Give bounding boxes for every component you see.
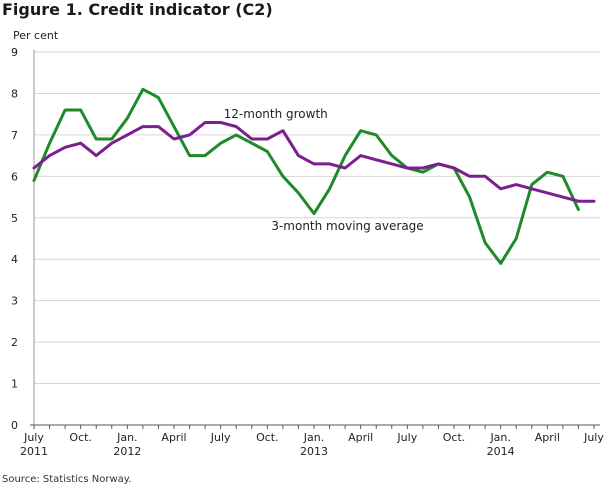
- x-tick-label: July: [396, 431, 417, 444]
- y-axis-label: Per cent: [13, 29, 59, 42]
- y-tick-label: 7: [11, 129, 18, 142]
- x-tick-label: April: [348, 431, 373, 444]
- chart-title: Figure 1. Credit indicator (C2): [2, 0, 273, 19]
- source-note: Source: Statistics Norway.: [2, 474, 132, 485]
- annotation-3-month-moving-average: 3-month moving average: [271, 219, 423, 233]
- x-tick-year-label: 2014: [487, 445, 515, 458]
- y-tick-label: 8: [11, 87, 18, 100]
- x-tick-label: Jan.: [489, 431, 510, 444]
- x-tick-label: Oct.: [443, 431, 466, 444]
- x-tick-label: July: [210, 431, 231, 444]
- y-tick-label: 6: [11, 170, 18, 183]
- y-tick-label: 1: [11, 378, 18, 391]
- y-tick-label: 0: [11, 419, 18, 432]
- x-tick-label: April: [161, 431, 186, 444]
- x-tick-label: July: [583, 431, 604, 444]
- y-tick-label: 2: [11, 336, 18, 349]
- axes: [30, 50, 600, 426]
- x-tick-label: Oct.: [256, 431, 279, 444]
- x-tick-label: Jan.: [116, 431, 137, 444]
- y-tick-label: 9: [11, 46, 18, 59]
- annotation-12-month-growth: 12-month growth: [224, 107, 328, 121]
- x-tick-label: July: [23, 431, 44, 444]
- line-12-month-growth: [32, 121, 596, 203]
- y-tick-label: 4: [11, 253, 18, 266]
- series-lines: [32, 87, 596, 265]
- y-tick-labels: 0 1 2 3 4 5 6 7 8 9: [11, 46, 18, 432]
- line-3-month-moving-average: [32, 87, 580, 265]
- y-tick-label: 5: [11, 212, 18, 225]
- x-tick-label: April: [535, 431, 560, 444]
- x-tick-year-label: 2012: [113, 445, 141, 458]
- x-tick-label: Oct.: [69, 431, 92, 444]
- x-tick-year-label: 2011: [20, 445, 48, 458]
- x-tick-label: Jan.: [303, 431, 324, 444]
- y-tick-label: 3: [11, 295, 18, 308]
- grid-lines: [34, 51, 600, 385]
- series-annotations: 12-month growth 3-month moving average: [224, 107, 424, 233]
- x-tick-year-label: 2013: [300, 445, 328, 458]
